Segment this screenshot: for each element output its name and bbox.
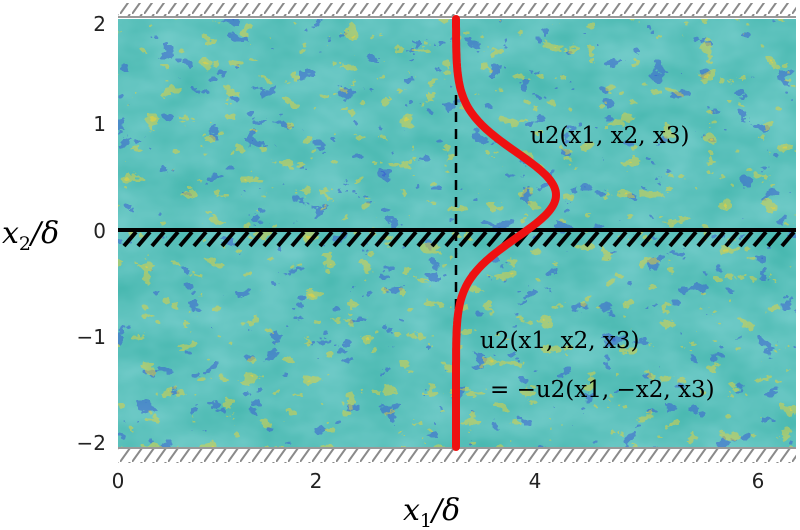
x-tick-label: 2 <box>310 469 323 493</box>
x-axis-title: x1/δ <box>403 493 460 530</box>
hatched-wall-icon <box>118 449 796 463</box>
y-tick-label: −2 <box>77 431 106 455</box>
y-tick-label: 1 <box>93 112 106 136</box>
upper-velocity-label: u2(x1, x2, x3) <box>530 123 689 149</box>
y-axis-title: x2/δ <box>2 216 59 255</box>
hatched-wall-icon <box>118 3 796 17</box>
lower-velocity-label: u2(x1, x2, x3) <box>480 328 639 354</box>
x-tick-label: 4 <box>529 469 542 493</box>
y-tick-label: 2 <box>93 12 106 36</box>
velocity-profile-curve <box>452 15 561 451</box>
x-tick-label: 6 <box>752 469 765 493</box>
y-tick-label: 0 <box>93 219 106 243</box>
y-axis: 2 1 0 −1 −2 x2/δ <box>2 12 106 455</box>
x-tick-label: 0 <box>112 469 125 493</box>
top-wall <box>118 3 796 18</box>
y-tick-label: −1 <box>77 325 106 349</box>
hatched-symmetry-plane-icon <box>122 230 796 248</box>
x-axis: 0 2 4 6 x1/δ <box>112 469 765 530</box>
antisymmetry-relation: = −u2(x1, −x2, x3) <box>490 377 715 403</box>
